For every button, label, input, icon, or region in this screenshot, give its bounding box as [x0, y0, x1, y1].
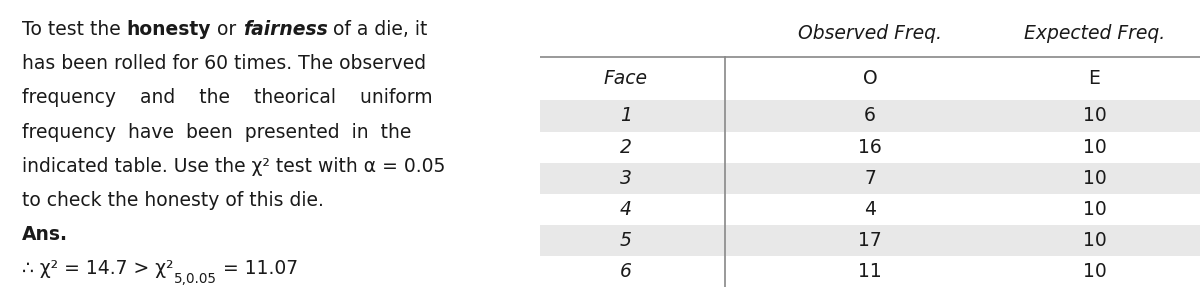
Text: 10: 10 [1082, 200, 1106, 219]
Text: 16: 16 [858, 137, 882, 157]
Text: 10: 10 [1082, 106, 1106, 125]
Text: 3: 3 [620, 169, 631, 188]
Text: Ans.: Ans. [22, 225, 68, 244]
Text: Observed Freq.: Observed Freq. [798, 24, 942, 42]
Text: = 11.07: = 11.07 [216, 259, 298, 278]
Bar [540, 57, 1200, 100]
Bar [540, 163, 1200, 194]
Text: To test the: To test the [22, 20, 127, 39]
Text: Face: Face [604, 69, 648, 88]
Text: of a die, it: of a die, it [328, 20, 427, 39]
Bar [540, 225, 1200, 256]
Text: frequency    and    the    theorical    uniform: frequency and the theorical uniform [22, 88, 433, 107]
Bar [540, 256, 1200, 287]
Bar [540, 131, 1200, 163]
Text: 10: 10 [1082, 231, 1106, 250]
Text: 6: 6 [620, 262, 631, 281]
Text: ∴ χ² = 14.7 > χ²: ∴ χ² = 14.7 > χ² [22, 259, 174, 278]
Text: E: E [1088, 69, 1100, 88]
Text: honesty: honesty [127, 20, 211, 39]
Text: 10: 10 [1082, 137, 1106, 157]
Text: 4: 4 [864, 200, 876, 219]
Text: frequency  have  been  presented  in  the: frequency have been presented in the [22, 123, 412, 141]
Text: fairness: fairness [242, 20, 328, 39]
Text: Expected Freq.: Expected Freq. [1024, 24, 1165, 42]
Text: 17: 17 [858, 231, 882, 250]
Text: 10: 10 [1082, 169, 1106, 188]
Text: indicated table. Use the χ² test with α = 0.05: indicated table. Use the χ² test with α … [22, 157, 445, 176]
Text: to check the honesty of this die.: to check the honesty of this die. [22, 191, 324, 210]
Text: 6: 6 [864, 106, 876, 125]
Text: 5,0.05: 5,0.05 [174, 272, 216, 286]
Text: 2: 2 [620, 137, 631, 157]
Text: or: or [211, 20, 242, 39]
Text: has been rolled for 60 times. The observed: has been rolled for 60 times. The observ… [22, 54, 426, 73]
Text: 7: 7 [864, 169, 876, 188]
Text: O: O [863, 69, 877, 88]
Text: 10: 10 [1082, 262, 1106, 281]
Bar [540, 194, 1200, 225]
Text: 5: 5 [620, 231, 631, 250]
Text: 4: 4 [620, 200, 631, 219]
Text: 1: 1 [620, 106, 631, 125]
Bar [540, 100, 1200, 131]
Text: 11: 11 [858, 262, 882, 281]
